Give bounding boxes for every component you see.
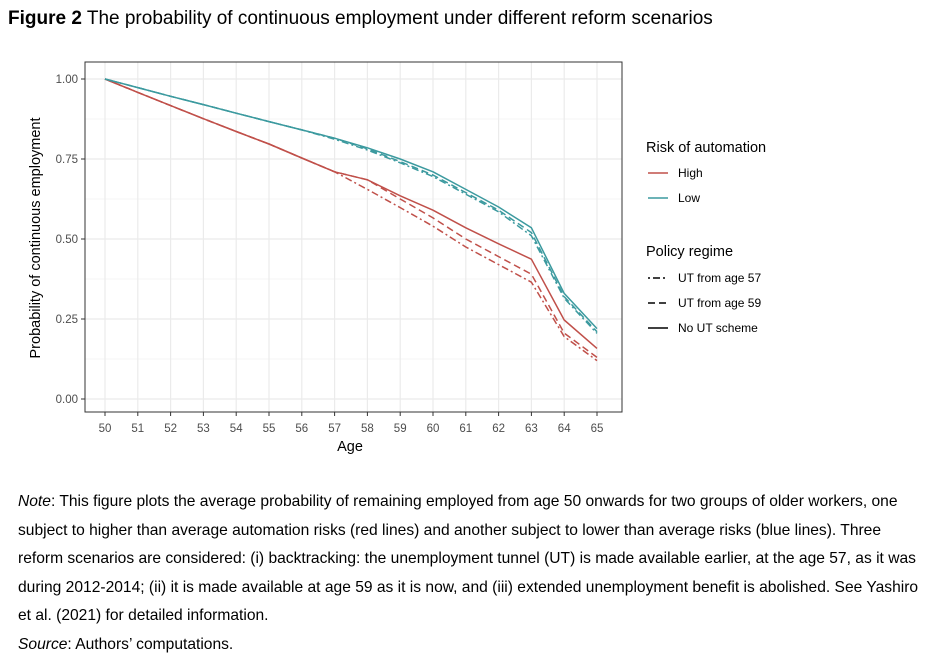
series-line-low-dotdash	[104, 78, 598, 334]
source-label: Source	[18, 635, 68, 653]
series-line-high-dotdash	[104, 78, 598, 362]
x-tick-label: 62	[492, 423, 505, 435]
x-axis-label: Age	[337, 439, 363, 455]
figure-label: Figure 2	[8, 8, 82, 29]
x-tick-label: 50	[99, 423, 112, 435]
x-tick-label: 64	[558, 423, 571, 435]
legend-label-low: Low	[678, 191, 700, 205]
note-label: Note	[18, 493, 51, 510]
line-chart: 0.00 0.25 0.50 0.75 1.00 50 51 52 53 54 55 56 57 58 59…	[28, 61, 766, 455]
figure-title-text: The probability of continuous employment…	[86, 8, 713, 29]
legend-label-dashed: UT from age 59	[678, 296, 761, 310]
y-tick-label: 0.75	[56, 154, 78, 166]
legend-title-policy: Policy regime	[646, 244, 733, 260]
x-tick-label: 58	[361, 423, 374, 435]
note-text: : This figure plots the average probabil…	[18, 493, 919, 624]
x-tick-label: 63	[525, 423, 538, 435]
x-tick-label: 56	[295, 423, 308, 435]
figure-title: Figure 2 The probability of continuous e…	[8, 8, 713, 30]
x-tick-label: 57	[328, 423, 341, 435]
x-tick-label: 53	[197, 423, 210, 435]
series-line-low-dashed	[104, 78, 598, 333]
x-tick-label: 60	[427, 423, 440, 435]
y-tick-label: 0.00	[56, 394, 78, 406]
x-tick-label: 51	[131, 423, 144, 435]
figure-note: Note: This figure plots the average prob…	[18, 488, 923, 659]
legend-label-high: High	[678, 166, 703, 180]
x-tick-label: 55	[263, 423, 276, 435]
y-tick-label: 0.50	[56, 234, 78, 246]
x-tick-label: 65	[591, 423, 604, 435]
legend-label-dotdash: UT from age 57	[678, 271, 761, 285]
x-tick-label: 54	[230, 423, 243, 435]
source-text: : Authors’ computations.	[67, 635, 234, 653]
x-tick-label: 59	[394, 423, 407, 435]
plot-panel-border	[84, 61, 623, 413]
y-tick-label: 0.25	[56, 314, 78, 326]
series-line-high-dashed	[104, 78, 598, 359]
plot-background	[85, 62, 622, 412]
y-axis-label: Probability of continuous employment	[28, 118, 44, 359]
y-tick-label: 1.00	[56, 74, 78, 86]
legend-title-risk: Risk of automation	[646, 140, 766, 156]
x-tick-label: 52	[164, 423, 177, 435]
legend-label-solid: No UT scheme	[678, 321, 758, 335]
x-tick-label: 61	[459, 423, 472, 435]
